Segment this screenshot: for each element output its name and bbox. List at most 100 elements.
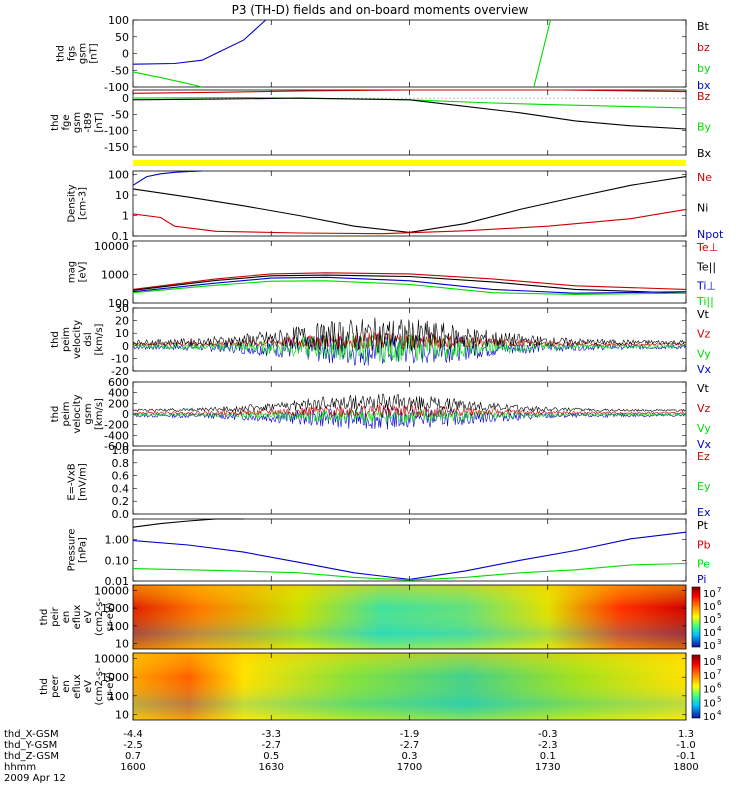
peir-colorbar [691,586,701,648]
y-axis-label: velocity [72,394,83,433]
ytick-label: 10 [115,189,129,202]
ytick-label: 10 [115,638,129,651]
y-axis-label: dsl [83,332,94,346]
colorbar-tick-exponent: 3 [717,638,721,646]
ephemeris-row-label: thd_Z-GSM [4,751,59,762]
y-axis-label: [eV] [78,262,89,283]
ytick-label: 100 [108,14,129,27]
ytick-label: 0.6 [112,470,130,483]
y-axis-label: thd [50,406,61,423]
ephemeris-value: -2.3 [538,740,558,751]
series-Bx-line [132,97,687,130]
y-axis-label: thd [50,114,61,131]
ytick-label: 0 [122,92,129,105]
y-axis-label: gsm [78,43,89,64]
legend-entry: Ez [697,450,710,463]
ytick-label: -20 [111,365,129,378]
legend-entry: Vx [697,438,712,451]
legend-entry: Ni [697,202,708,215]
peir-spectrogram-overlay [133,585,686,649]
legend-entry: by [697,62,711,75]
ytick-label: -100 [104,125,129,138]
panel-fge: 0 -50 -100 -150 thd fge gsm -t89 [nT] Bz By Bx [50,89,712,160]
legend-entry: Bt [697,20,710,33]
y-axis-label: (cm2-s- [94,667,105,705]
y-axis-label: [nPa] [78,537,89,563]
ephemeris-value: 1630 [259,762,284,773]
ytick-label: 10000 [94,584,129,597]
y-axis-label: thd [56,45,67,62]
y-axis-label: fgs [67,46,78,61]
ytick-label: -100 [104,81,129,94]
colorbar-tick-label: 10 [703,698,716,709]
y-axis-label: en [61,680,72,693]
colorbar-tick-exponent: 4 [717,709,722,717]
ytick-label: 1000 [101,671,129,684]
ephemeris-value: -3.3 [261,729,281,740]
ytick-label: 1000 [101,269,129,282]
series-By-line [132,96,687,109]
ytick-label: 50 [115,31,129,44]
ytick-label: 10 [115,708,129,721]
ephemeris-value: 1600 [120,762,145,773]
ephemeris-value: 1730 [535,762,560,773]
ytick-label: 1000 [101,602,129,615]
ephemeris-value: -4.4 [123,729,143,740]
ytick-label: 0.0 [112,508,130,521]
ytick-label: 10000 [94,653,129,666]
ephemeris-value: -2.7 [400,740,420,751]
ephemeris-value: -2.7 [261,740,281,751]
legend-entry: Pt [697,519,709,532]
ytick-label: 100 [108,169,129,182]
ephemeris-value: 0.7 [125,751,141,762]
legend-entry: Bx [697,147,712,160]
ytick-label: 100 [108,690,129,703]
density-frame [132,170,687,237]
ephemeris-value: 0.3 [402,751,418,762]
legend-entry: By [697,121,712,134]
colorbar-tick-label: 10 [703,641,716,652]
series-velocity-trace [132,406,686,430]
colorbar-tick-label: 10 [703,657,716,668]
legend-entry: Ne [697,171,712,184]
ephemeris-value: 0.5 [263,751,279,762]
y-axis-label: thd [50,331,61,348]
colorbar-tick-exponent: 6 [717,599,722,607]
ephemeris-value: -1.0 [676,740,696,751]
colorbar-tick-label: 10 [703,685,716,696]
ephemeris-value: 1.3 [678,729,694,740]
series-velocity-trace [132,408,686,425]
y-axis-label: peim [61,327,72,352]
ytick-label: 0 [122,48,129,61]
ytick-label: 1 [122,210,129,223]
series-Ne-line [132,208,687,235]
colorbar-tick-exponent: 5 [717,695,721,703]
pressure-frame [132,518,687,582]
ytick-label: 100 [108,620,129,633]
ytick-label: 30 [115,302,129,315]
series-Ti||-line [132,280,687,295]
y-axis-label: [km/s] [94,323,105,355]
ephemeris-value: 1800 [673,762,698,773]
ytick-label: 400 [108,387,129,400]
y-axis-label: E=-VxB [67,463,78,500]
y-axis-label: peim [61,401,72,426]
series-Pt-line [132,518,244,528]
colorbar-tick-exponent: 5 [717,612,721,620]
y-axis-label: [cm-3] [78,187,89,220]
y-axis-label: velocity [72,320,83,359]
ephemeris-value: -1.9 [400,729,420,740]
ephemeris-value: -0.3 [538,729,558,740]
legend-entry: Vy [697,422,711,435]
series-Ni-line [132,176,687,233]
y-axis-label: Pressure [67,529,78,572]
legend-entry: bz [697,41,710,54]
y-axis-label: sr-eV) [105,672,116,701]
legend-entry: Vx [697,363,712,376]
ephemeris-row-label: thd_Y-GSM [4,740,57,751]
peer-colorbar [691,654,701,719]
y-axis-label: [nT] [89,43,100,63]
legend-entry: Pi [697,573,706,586]
legend-entry: Te⊥ [696,241,718,254]
